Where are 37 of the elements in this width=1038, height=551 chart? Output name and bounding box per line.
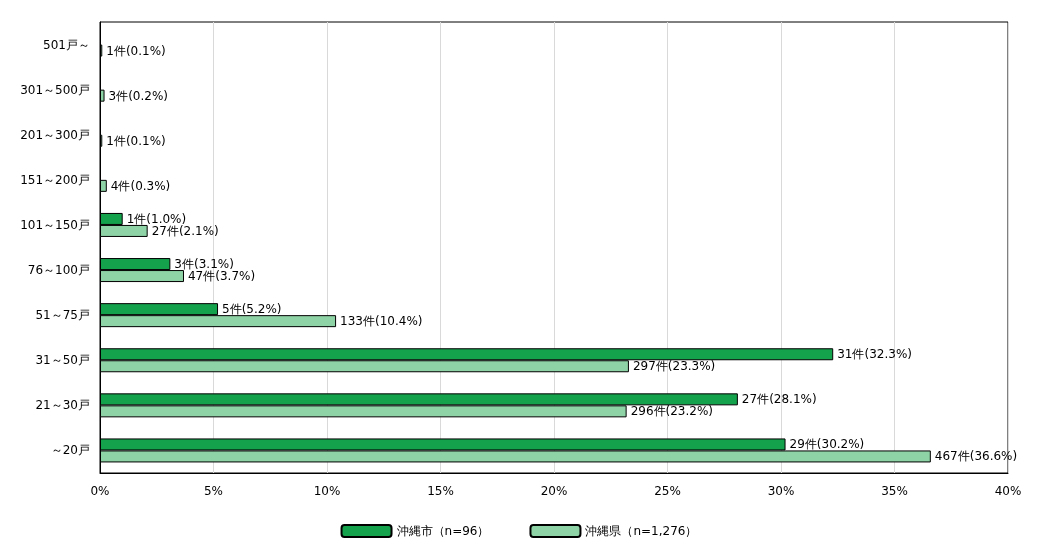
data-label: 133件(10.4%)	[340, 314, 423, 329]
data-label: 29件(30.2%)	[789, 437, 865, 452]
y-tick-label: 51～75戸	[35, 308, 90, 323]
y-tick-label: 501戸～	[43, 37, 90, 52]
x-tick-label: 20%	[540, 484, 568, 498]
data-label: 27件(28.1%)	[741, 392, 817, 407]
data-label: 3件(3.1%)	[174, 257, 234, 272]
data-label: 47件(3.7%)	[187, 269, 256, 284]
data-label: 5件(5.2%)	[222, 302, 282, 317]
data-label: 3件(0.2%)	[108, 88, 169, 103]
legend-label: 沖縄県（n=1,276）	[585, 524, 698, 538]
data-label: 467件(36.6%)	[934, 449, 1018, 464]
y-tick-label: 101～150戸	[20, 217, 90, 232]
x-tick-label: 30%	[767, 484, 795, 498]
x-tick-label: 40%	[994, 484, 1022, 498]
y-tick-label: ～20戸	[50, 443, 90, 458]
data-label: 1件(0.1%)	[106, 133, 166, 148]
legend-label: 沖縄市（n=96）	[396, 524, 490, 538]
data-label: 31件(32.3%)	[837, 347, 912, 362]
y-tick-label: 201～300戸	[20, 127, 90, 142]
data-label: 4件(0.3%)	[110, 178, 171, 193]
x-tick-label: 25%	[654, 484, 681, 498]
data-label: 1件(1.0%)	[126, 211, 187, 226]
y-tick-label: 151～200戸	[20, 172, 90, 187]
y-tick-label: 301～500戸	[20, 82, 90, 97]
data-label: 1件(0.1%)	[106, 43, 166, 58]
x-tick-label: 5%	[203, 484, 224, 498]
x-tick-label: 10%	[313, 484, 341, 498]
data-label: 27件(2.1%)	[151, 223, 219, 238]
data-label: 296件(23.2%)	[630, 404, 714, 419]
y-tick-label: 76～100戸	[27, 263, 90, 278]
x-tick-label: 15%	[427, 484, 454, 498]
data-label: 297件(23.3%)	[632, 359, 716, 374]
y-tick-label: 31～50戸	[35, 353, 90, 368]
x-tick-label: 0%	[90, 484, 110, 498]
x-tick-label: 35%	[881, 484, 908, 498]
y-tick-label: 21～30戸	[35, 398, 90, 413]
